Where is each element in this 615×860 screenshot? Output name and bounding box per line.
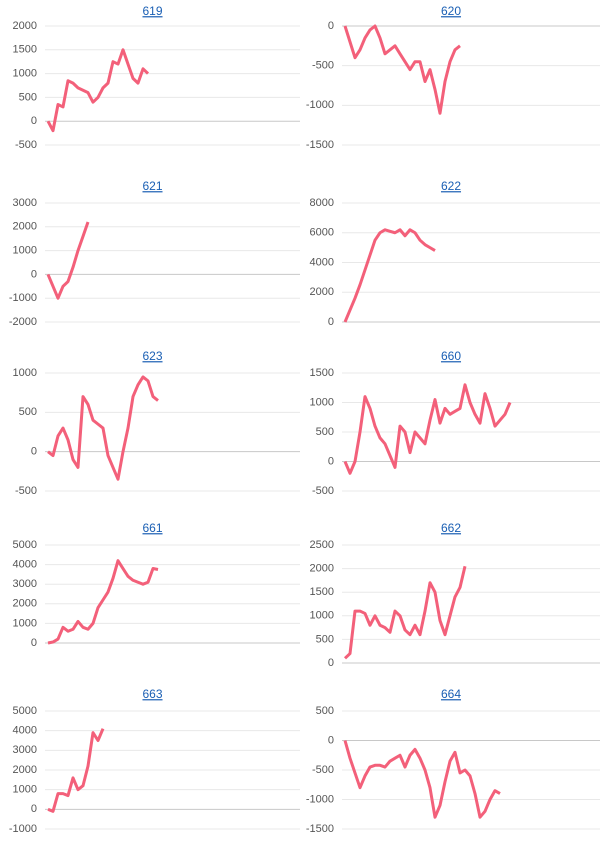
y-tick-label: 0 bbox=[328, 316, 334, 328]
y-tick-label: -1000 bbox=[306, 99, 334, 111]
y-tick-label: 0 bbox=[31, 115, 37, 127]
y-tick-label: 4000 bbox=[13, 559, 37, 571]
y-tick-label: -1500 bbox=[306, 823, 334, 835]
data-line bbox=[343, 24, 461, 115]
y-tick-label: -500 bbox=[15, 485, 37, 497]
data-line bbox=[343, 740, 501, 819]
y-tick-label: 2000 bbox=[13, 764, 37, 776]
y-tick-label: 0 bbox=[328, 20, 334, 32]
y-tick-label: 3000 bbox=[13, 197, 37, 209]
y-tick-label: 500 bbox=[316, 705, 334, 717]
data-line bbox=[343, 565, 467, 660]
chart-title[interactable]: 620 bbox=[441, 4, 461, 18]
y-tick-label: 2000 bbox=[13, 598, 37, 610]
y-tick-label: 1000 bbox=[310, 610, 334, 622]
chart-title[interactable]: 663 bbox=[142, 687, 162, 701]
chart-title[interactable]: 621 bbox=[142, 179, 162, 193]
y-tick-label: 0 bbox=[328, 657, 334, 669]
y-tick-label: 5000 bbox=[13, 705, 37, 717]
chart-title[interactable]: 664 bbox=[441, 687, 461, 701]
y-tick-label: 3000 bbox=[13, 578, 37, 590]
y-tick-label: -2000 bbox=[9, 316, 37, 328]
y-tick-label: 1500 bbox=[310, 586, 334, 598]
y-tick-label: 3000 bbox=[13, 744, 37, 756]
data-line bbox=[47, 559, 159, 645]
y-tick-label: 500 bbox=[19, 406, 37, 418]
y-tick-label: 1000 bbox=[310, 396, 334, 408]
y-tick-label: -500 bbox=[312, 60, 334, 72]
chart-title[interactable]: 619 bbox=[142, 4, 162, 18]
y-tick-label: -1500 bbox=[306, 139, 334, 151]
data-line bbox=[343, 228, 436, 323]
data-line bbox=[343, 383, 512, 475]
y-tick-label: 1500 bbox=[310, 367, 334, 379]
data-line bbox=[47, 728, 105, 813]
y-tick-label: -1000 bbox=[9, 292, 37, 304]
y-tick-label: 5000 bbox=[13, 539, 37, 551]
y-tick-label: 1500 bbox=[13, 44, 37, 56]
data-line bbox=[46, 221, 90, 300]
y-tick-label: 500 bbox=[316, 426, 334, 438]
y-tick-label: 2500 bbox=[310, 539, 334, 551]
y-tick-label: 0 bbox=[328, 734, 334, 746]
chart-title[interactable]: 622 bbox=[441, 179, 461, 193]
y-tick-label: 1000 bbox=[13, 617, 37, 629]
y-tick-label: 0 bbox=[31, 637, 37, 649]
y-tick-label: 6000 bbox=[310, 227, 334, 239]
y-tick-label: 0 bbox=[31, 446, 37, 458]
y-tick-label: 0 bbox=[31, 268, 37, 280]
y-tick-label: 8000 bbox=[310, 197, 334, 209]
y-tick-label: 500 bbox=[19, 91, 37, 103]
chart-title[interactable]: 662 bbox=[441, 521, 461, 535]
y-tick-label: -500 bbox=[15, 139, 37, 151]
y-tick-label: -1000 bbox=[9, 823, 37, 835]
y-tick-label: 1000 bbox=[13, 367, 37, 379]
y-tick-label: 2000 bbox=[310, 563, 334, 575]
y-tick-label: 2000 bbox=[13, 20, 37, 32]
y-tick-label: -1000 bbox=[306, 793, 334, 805]
y-tick-label: 2000 bbox=[310, 286, 334, 298]
y-tick-label: -500 bbox=[312, 764, 334, 776]
data-line bbox=[47, 375, 159, 481]
y-tick-label: 1000 bbox=[13, 68, 37, 80]
y-tick-label: 500 bbox=[316, 633, 334, 645]
chart-title[interactable]: 623 bbox=[142, 349, 162, 363]
y-tick-label: 1000 bbox=[13, 245, 37, 257]
y-tick-label: 4000 bbox=[13, 725, 37, 737]
data-line bbox=[46, 48, 150, 133]
chart-title[interactable]: 660 bbox=[441, 349, 461, 363]
y-tick-label: 0 bbox=[328, 455, 334, 467]
y-tick-label: 4000 bbox=[310, 256, 334, 268]
y-tick-label: 2000 bbox=[13, 221, 37, 233]
chart-title[interactable]: 661 bbox=[142, 521, 162, 535]
y-tick-label: 1000 bbox=[13, 784, 37, 796]
y-tick-label: 0 bbox=[31, 803, 37, 815]
y-tick-label: -500 bbox=[312, 485, 334, 497]
